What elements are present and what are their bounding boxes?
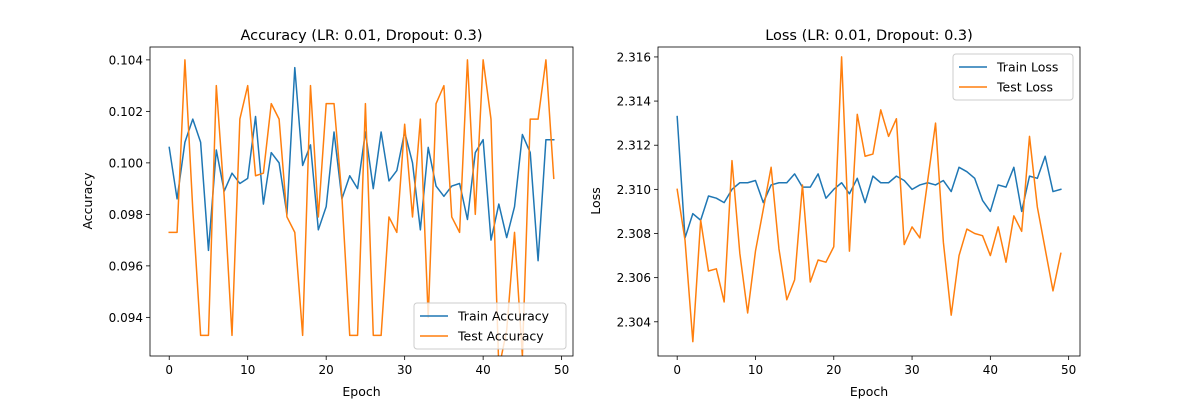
loss-legend: Train Loss Test Loss: [952, 53, 1074, 101]
loss-ytick-label: 2.316: [617, 50, 651, 64]
loss-series-train-loss: [676, 115, 1062, 239]
accuracy-ytick-label: 0.104: [109, 53, 143, 67]
loss-ytick-label: 2.304: [617, 315, 651, 329]
accuracy-xtick-label: 0: [165, 363, 173, 377]
accuracy-axes-frame: [149, 46, 574, 357]
loss-axes-frame: [657, 46, 1081, 357]
loss-chart: Loss (LR: 0.01, Dropout: 0.3) Epoch Loss…: [588, 28, 1081, 399]
loss-ytick-label: 2.310: [617, 183, 651, 197]
loss-series-test-loss: [676, 56, 1062, 343]
accuracy-legend-label-test-accuracy: Test Accuracy: [457, 329, 544, 344]
accuracy-ytick-label: 0.098: [109, 208, 143, 222]
loss-xtick-label: 10: [748, 363, 763, 377]
accuracy-chart-title: Accuracy (LR: 0.01, Dropout: 0.3): [240, 28, 482, 44]
accuracy-legend: Train Accuracy Test Accuracy: [413, 302, 567, 350]
loss-ytick-label: 2.306: [617, 271, 651, 285]
accuracy-legend-box: [413, 302, 567, 350]
accuracy-legend-label-train-accuracy: Train Accuracy: [457, 309, 550, 324]
accuracy-chart-xlabel: Epoch: [342, 384, 380, 399]
accuracy-series-lines: [168, 59, 555, 356]
loss-ytick-label: 2.314: [617, 95, 651, 109]
accuracy-xtick-label: 40: [476, 363, 491, 377]
accuracy-chart: Accuracy (LR: 0.01, Dropout: 0.3) Epoch …: [80, 28, 574, 399]
loss-chart-ylabel: Loss: [588, 187, 603, 214]
accuracy-ytick-label: 0.102: [109, 105, 143, 119]
loss-chart-title: Loss (LR: 0.01, Dropout: 0.3): [765, 28, 973, 44]
accuracy-xtick-label: 30: [397, 363, 412, 377]
accuracy-ytick-label: 0.096: [109, 259, 143, 273]
loss-series-lines: [676, 56, 1062, 343]
accuracy-ytick-label: 0.094: [109, 311, 143, 325]
loss-chart-xlabel: Epoch: [850, 384, 888, 399]
loss-xtick-label: 40: [983, 363, 998, 377]
loss-legend-label-train-loss: Train Loss: [996, 60, 1058, 75]
accuracy-ytick-label: 0.100: [109, 156, 143, 170]
loss-xtick-label: 0: [673, 363, 681, 377]
loss-legend-label-test-loss: Test Loss: [996, 80, 1053, 95]
loss-xtick-label: 20: [826, 363, 841, 377]
accuracy-chart-ylabel: Accuracy: [80, 172, 95, 230]
loss-legend-box: [952, 53, 1074, 101]
accuracy-xtick-label: 50: [554, 363, 569, 377]
loss-xtick-label: 50: [1061, 363, 1076, 377]
accuracy-series-test-accuracy: [168, 59, 555, 356]
loss-xtick-label: 30: [904, 363, 919, 377]
loss-ytick-label: 2.312: [617, 139, 651, 153]
accuracy-xtick-label: 10: [240, 363, 255, 377]
accuracy-series-train-accuracy: [168, 66, 555, 262]
loss-ytick-label: 2.308: [617, 227, 651, 241]
accuracy-xtick-label: 20: [319, 363, 334, 377]
